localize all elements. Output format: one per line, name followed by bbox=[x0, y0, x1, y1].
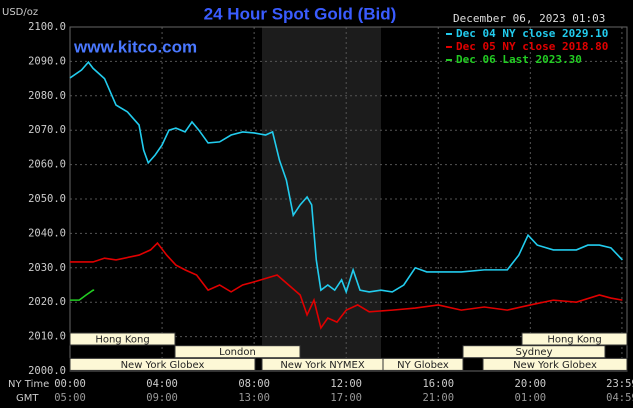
y-tick-label: 2090.0 bbox=[28, 55, 66, 67]
annotation: www.kitco.com bbox=[73, 37, 197, 56]
y-tick-label: 2070.0 bbox=[28, 124, 66, 136]
session-bar bbox=[69, 332, 176, 346]
x2-tick-label: 01:00 bbox=[515, 392, 547, 404]
y-tick-label: 2030.0 bbox=[28, 262, 66, 274]
x-tick-label: 08:00 bbox=[238, 378, 270, 390]
series-line bbox=[69, 60, 623, 295]
session-label: New York NYMEX bbox=[280, 360, 365, 371]
x-tick-label: 00:00 bbox=[54, 378, 86, 390]
session-bar bbox=[482, 357, 628, 371]
x2-tick-label: 05:00 bbox=[54, 392, 86, 404]
legend-label: Dec 06 Last 2023.30 bbox=[456, 53, 582, 66]
x-tick-label: 23:59 bbox=[606, 378, 633, 390]
legend-label: Dec 04 NY close 2029.10 bbox=[456, 27, 608, 40]
y-tick-label: 2020.0 bbox=[28, 296, 66, 308]
y-tick-label: 2010.0 bbox=[28, 331, 66, 343]
chart-title: 24 Hour Spot Gold (Bid) bbox=[204, 4, 397, 23]
session-label: NY Globex bbox=[397, 360, 449, 371]
x-tick-label: 04:00 bbox=[146, 378, 178, 390]
y-tick-label: 2080.0 bbox=[28, 90, 66, 102]
session-label: New York Globex bbox=[121, 360, 205, 371]
session-bar bbox=[174, 345, 301, 359]
y-tick-label: 2000.0 bbox=[28, 365, 66, 377]
session-label: Hong Kong bbox=[95, 335, 149, 346]
y-tick-label: 2060.0 bbox=[28, 159, 66, 171]
session-bar bbox=[382, 357, 464, 371]
y-tick-label: 2050.0 bbox=[28, 193, 66, 205]
session-label: London bbox=[219, 347, 256, 358]
x-tick-label: 16:00 bbox=[422, 378, 454, 390]
session-bar bbox=[462, 345, 606, 359]
x2-tick-label: 21:00 bbox=[422, 392, 454, 404]
y-tick-label: 2040.0 bbox=[28, 227, 66, 239]
x-tick-label: 20:00 bbox=[515, 378, 547, 390]
session-bar bbox=[521, 332, 628, 346]
x2-axis-label: GMT bbox=[16, 393, 39, 404]
timestamp: December 06, 2023 01:03 bbox=[453, 12, 605, 25]
series-line bbox=[70, 241, 623, 330]
session-label: Hong Kong bbox=[547, 335, 601, 346]
y-axis-label: USD/oz bbox=[2, 7, 38, 18]
x2-tick-label: 13:00 bbox=[238, 392, 270, 404]
x-axis-label: NY Time bbox=[8, 379, 49, 390]
plot-frame bbox=[69, 26, 628, 372]
session-bar bbox=[69, 357, 256, 371]
legend-label: Dec 05 NY close 2018.80 bbox=[456, 40, 608, 53]
series-line bbox=[70, 289, 95, 301]
x2-tick-label: 09:00 bbox=[146, 392, 178, 404]
session-label: Sydney bbox=[515, 347, 552, 358]
y-tick-label: 2100.0 bbox=[28, 21, 66, 33]
x2-tick-label: 17:00 bbox=[330, 392, 362, 404]
session-label: New York Globex bbox=[513, 360, 597, 371]
x-tick-label: 12:00 bbox=[330, 378, 362, 390]
x2-tick-label: 04:59 bbox=[606, 392, 633, 404]
